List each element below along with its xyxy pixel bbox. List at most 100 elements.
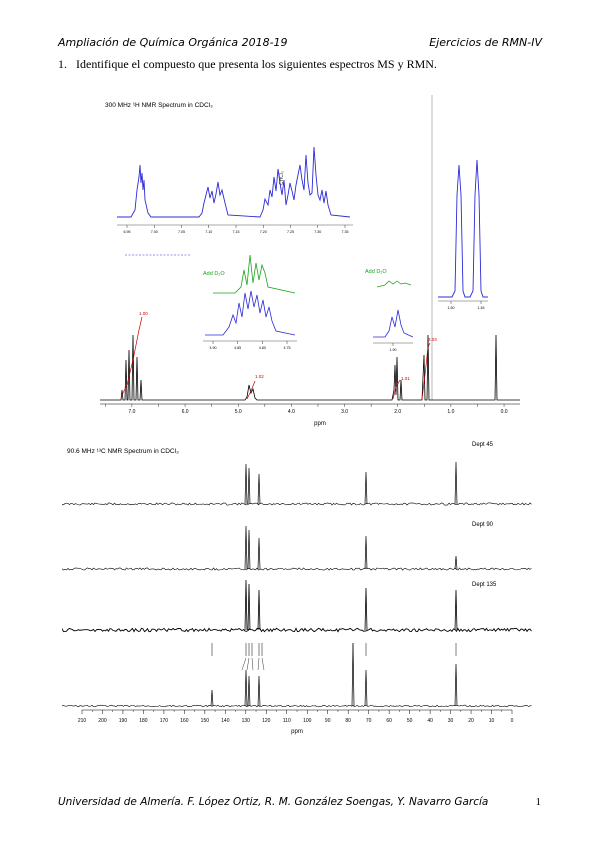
integral-aromatic-value: 1.00	[139, 311, 148, 316]
methine-integral	[246, 380, 256, 400]
c13-peaks	[210, 642, 458, 707]
aromatic-axis-tick-label: 7.35	[342, 230, 349, 234]
methine-multiplet	[205, 290, 296, 336]
dept90-peaks	[244, 525, 458, 570]
oh-multiplet	[373, 309, 414, 338]
c-axis-tick-label: 90	[325, 718, 331, 724]
h-nmr-main-trace: 1.00 1.02 1.01 3.03	[100, 311, 520, 401]
h-nmr-spectrum: 300 MHz ¹H NMR Spectrum in CDCl₃ CHCl₃ 6…	[100, 95, 520, 427]
c-axis-tick-label: 60	[386, 718, 392, 724]
course-header: Ampliación de Química Orgánica 2018-19	[58, 36, 288, 49]
c13-baseline	[62, 704, 532, 708]
footer-authors: Universidad de Almería. F. López Ortiz, …	[58, 796, 489, 808]
h-axis-tick-label: 2.0	[394, 409, 401, 415]
c-axis-tick-label: 180	[139, 718, 148, 724]
aromatic-integral	[121, 316, 143, 396]
aromatic-axis-tick-label: 7.20	[260, 230, 267, 234]
c-axis-tick-label: 130	[242, 718, 251, 724]
peak-labels	[211, 643, 457, 671]
page-number: 1	[535, 796, 542, 808]
aromatic-axis-tick-label: 7.10	[205, 230, 212, 234]
c-axis-tick-label: 80	[345, 718, 351, 724]
c-axis-tick-label: 100	[303, 718, 312, 724]
methine-axis-tick-label: 4.75	[284, 346, 291, 350]
dept90-baseline	[62, 567, 532, 571]
oh-d2o-label: Add D₂O	[365, 269, 387, 275]
aromatic-inset: CHCl₃ 6.95 7.00 7.05 7.10 7.15 7.20 7.25 7.30 7.…	[117, 146, 353, 256]
methyl-axis-tick-label: 1.50	[448, 306, 455, 310]
integral-methine-value: 1.02	[255, 374, 264, 379]
aromatic-axis-tick-label: 7.25	[287, 230, 294, 234]
aromatic-axis-tick-label: 6.95	[124, 230, 131, 234]
dept45-baseline	[62, 502, 532, 506]
methine-inset: Add D₂O 4.90 4.85 4.80 4.75	[203, 254, 297, 350]
h-nmr-title: 300 MHz ¹H NMR Spectrum in CDCl₃	[105, 102, 213, 109]
oh-axis-tick-label: 1.90	[390, 348, 397, 352]
aromatic-axis-tick-label: 7.05	[178, 230, 185, 234]
h-axis-tick-label: 1.0	[447, 409, 454, 415]
methine-axis-tick-label: 4.85	[234, 346, 241, 350]
c13-broadband-panel: 210 200 190 180 170 160 150 140 130 120 110 100 90 80…	[62, 642, 532, 735]
c-axis-tick-label: 210	[78, 718, 87, 724]
methine-axis-tick-label: 4.80	[259, 346, 266, 350]
dept135-panel: Dept 135	[62, 579, 532, 633]
c-axis-tick-label: 170	[160, 718, 169, 724]
dept45-label: Dept 45	[472, 442, 494, 448]
integral-methyl-value: 3.03	[428, 337, 437, 342]
aromatic-axis-tick-label: 7.15	[233, 230, 240, 234]
peak-label-markers	[211, 643, 457, 656]
c-axis-tick-label: 110	[283, 718, 291, 724]
c-axis-tick-label: 30	[448, 718, 454, 724]
dept90-panel: Dept 90	[62, 522, 532, 571]
methine-axis-tick-label: 4.90	[210, 346, 217, 350]
h-axis-tick-label: 3.0	[341, 409, 348, 415]
oh-d2o-trace	[376, 280, 412, 288]
c-axis-tick-label: 140	[221, 718, 230, 724]
c-axis-tick-label: 70	[366, 718, 372, 724]
methyl-inset: 1.50 1.45	[438, 159, 488, 310]
c-nmr-spectrum: 90.6 MHz ¹³C NMR Spectrum in CDCl₃ Dept …	[62, 442, 532, 735]
c-axis-tick-label: 0	[511, 718, 514, 724]
dept135-label: Dept 135	[472, 582, 497, 588]
c-axis-tick-label: 150	[201, 718, 210, 724]
dept135-peaks	[244, 579, 458, 631]
h-axis-tick-label: 5.0	[235, 409, 242, 415]
oh-inset: Add D₂O 1.90	[365, 269, 414, 352]
h-axis-tick-label: 4.0	[288, 409, 295, 415]
c-axis-tick-label: 160	[180, 718, 189, 724]
peak-label-leaders	[241, 657, 265, 671]
dept45-panel: Dept 45	[62, 442, 532, 506]
section-header: Ejercicios de RMN-IV	[429, 36, 542, 49]
question-text: Identifique el compuesto que presenta lo…	[76, 57, 437, 71]
c-axis-tick-label: 190	[119, 718, 128, 724]
question-number: 1.	[58, 57, 67, 71]
methyl-doublet	[438, 159, 488, 298]
methine-d2o-label: Add D₂O	[203, 271, 225, 277]
c-axis-tick-label: 120	[262, 718, 271, 724]
c-axis-tick-label: 200	[98, 718, 107, 724]
h-axis-tick-label: 0.0	[501, 409, 508, 415]
c-axis-tick-label: 50	[407, 718, 413, 724]
aromatic-axis-tick-label: 7.00	[151, 230, 158, 234]
h-axis-tick-label: 6.0	[182, 409, 189, 415]
oh-integral	[392, 379, 401, 400]
aromatic-multiplet	[117, 146, 351, 218]
h-axis-tick-label: 7.0	[128, 409, 135, 415]
aromatic-axis-tick-label: 7.30	[314, 230, 321, 234]
h-nmr-axis-unit: ppm	[314, 421, 326, 427]
methyl-axis-tick-label: 1.45	[478, 306, 485, 310]
dept45-peaks	[244, 461, 458, 505]
methyl-integral	[421, 342, 431, 400]
c-axis-tick-label: 10	[489, 718, 495, 724]
c-nmr-axis-unit: ppm	[291, 729, 303, 735]
dept135-baseline	[62, 627, 532, 633]
chcl3-label: CHCl₃	[279, 171, 285, 185]
question-1: 1. Identifique el compuesto que presenta …	[58, 57, 437, 72]
c-nmr-title: 90.6 MHz ¹³C NMR Spectrum in CDCl₃	[67, 448, 179, 455]
methine-d2o-quartet	[213, 254, 296, 294]
dept90-label: Dept 90	[472, 522, 494, 528]
c-axis-tick-label: 20	[468, 718, 474, 724]
integral-oh-value: 1.01	[401, 376, 410, 381]
c-axis-tick-label: 40	[427, 718, 433, 724]
h-nmr-main-peaks	[100, 334, 520, 401]
